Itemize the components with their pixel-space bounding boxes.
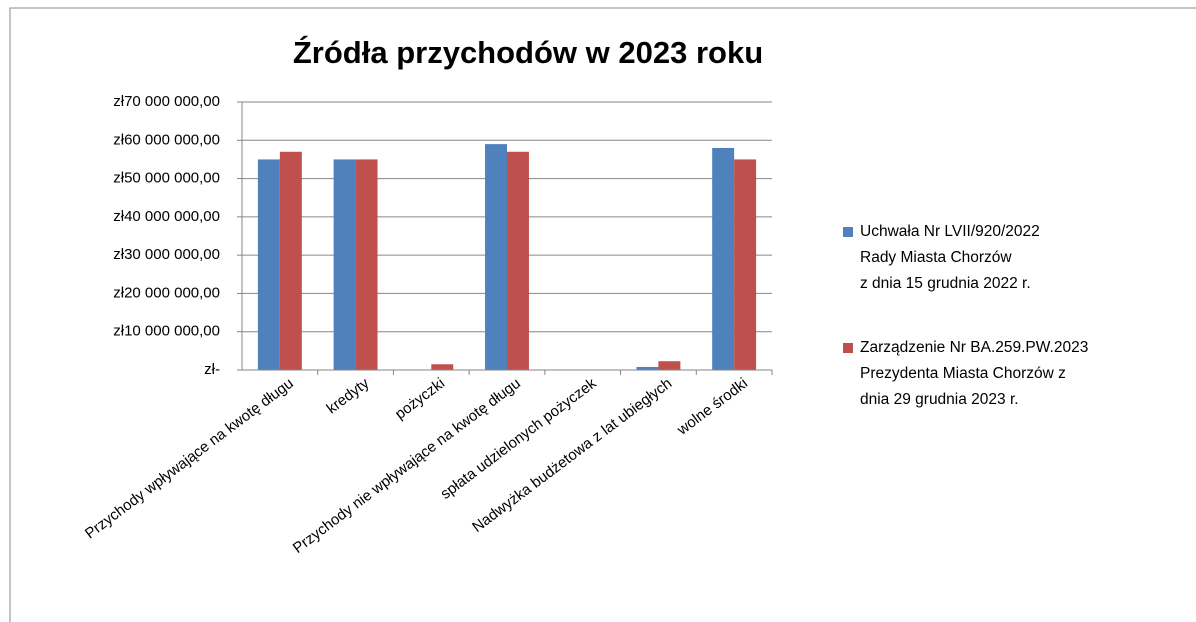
bar	[485, 144, 507, 370]
bar	[279, 151, 302, 370]
y-tick-label: zł50 000 000,00	[113, 170, 220, 187]
bar	[636, 366, 659, 370]
legend-label: Zarządzenie Nr BA.259.PW.2023 Prezydenta…	[860, 339, 1089, 408]
bar	[734, 159, 757, 370]
y-tick-label: zł40 000 000,00	[113, 208, 220, 225]
chart-title: Źródła przychodów w 2023 roku	[293, 35, 763, 70]
y-tick-label: zł20 000 000,00	[113, 284, 220, 301]
bar	[712, 147, 735, 370]
legend-swatch	[843, 343, 853, 353]
legend-entry: Uchwała Nr LVII/920/2022 Rady Miasta Cho…	[843, 219, 1183, 297]
y-tick-label: zł30 000 000,00	[113, 246, 220, 263]
legend-entry: Zarządzenie Nr BA.259.PW.2023 Prezydenta…	[843, 335, 1183, 413]
bar	[658, 361, 681, 370]
legend-label: Uchwała Nr LVII/920/2022 Rady Miasta Cho…	[860, 223, 1040, 292]
bar	[257, 159, 280, 370]
x-tick-label: pożyczki	[392, 375, 448, 423]
bar	[431, 364, 454, 370]
x-tick-label: wolne środki	[673, 375, 751, 439]
x-tick-label: Przychody wpływające na kwotę długu	[82, 375, 297, 543]
chart-border	[9, 7, 1196, 622]
legend-swatch	[843, 227, 853, 237]
y-tick-label: zł10 000 000,00	[113, 323, 220, 340]
bar	[355, 159, 378, 370]
bar	[507, 151, 529, 370]
y-tick-label: zł60 000 000,00	[113, 131, 220, 148]
x-tick-label: spłata udzielonych pożyczek	[437, 374, 599, 502]
y-tick-label: zł-	[204, 361, 220, 378]
x-tick-label: kredyty	[324, 374, 373, 417]
y-tick-label: zł70 000 000,00	[113, 93, 220, 110]
bar	[333, 159, 356, 370]
